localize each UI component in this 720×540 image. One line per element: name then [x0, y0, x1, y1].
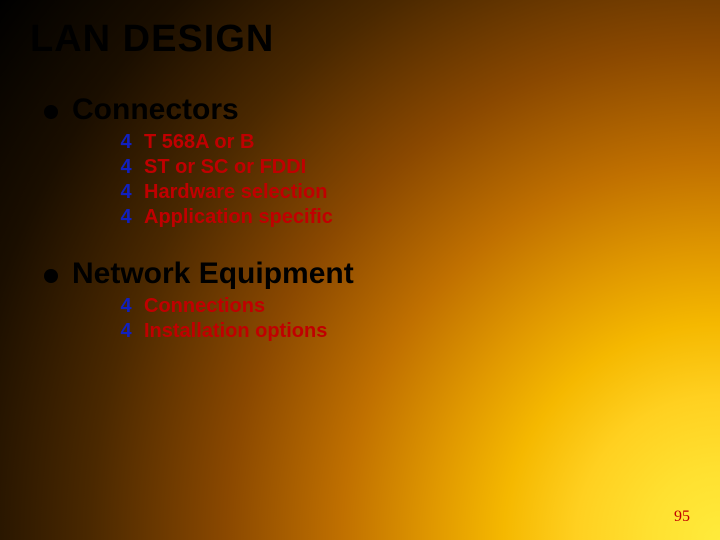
bullet-dot — [44, 105, 58, 119]
list-item: 4 Hardware selection — [116, 181, 690, 204]
list-item-text: T 568A or B — [144, 131, 254, 154]
check-icon: 4 — [116, 295, 136, 318]
slide-title: LAN DESIGN — [30, 18, 690, 61]
section-network-equipment: Network Equipment 4 Connections 4 Instal… — [44, 257, 690, 343]
check-icon: 4 — [116, 131, 136, 154]
check-icon: 4 — [116, 206, 136, 229]
section-heading-row: Network Equipment — [44, 257, 690, 291]
section-connectors: Connectors 4 T 568A or B 4 ST or SC or F… — [44, 93, 690, 229]
list-item-text: ST or SC or FDDI — [144, 156, 306, 179]
page-number: 95 — [674, 508, 690, 526]
check-icon: 4 — [116, 181, 136, 204]
slide-container: LAN DESIGN Connectors 4 T 568A or B 4 ST… — [0, 0, 720, 540]
list-item: 4 Installation options — [116, 320, 690, 343]
section-heading: Network Equipment — [72, 257, 354, 291]
sublist-network-equipment: 4 Connections 4 Installation options — [116, 295, 690, 343]
list-item-text: Installation options — [144, 320, 327, 343]
list-item: 4 Application specific — [116, 206, 690, 229]
section-heading: Connectors — [72, 93, 239, 127]
list-item-text: Hardware selection — [144, 181, 327, 204]
list-item: 4 Connections — [116, 295, 690, 318]
bullet-dot — [44, 269, 58, 283]
check-icon: 4 — [116, 156, 136, 179]
section-heading-row: Connectors — [44, 93, 690, 127]
list-item-text: Connections — [144, 295, 265, 318]
list-item-text: Application specific — [144, 206, 333, 229]
sublist-connectors: 4 T 568A or B 4 ST or SC or FDDI 4 Hardw… — [116, 131, 690, 229]
list-item: 4 ST or SC or FDDI — [116, 156, 690, 179]
list-item: 4 T 568A or B — [116, 131, 690, 154]
check-icon: 4 — [116, 320, 136, 343]
